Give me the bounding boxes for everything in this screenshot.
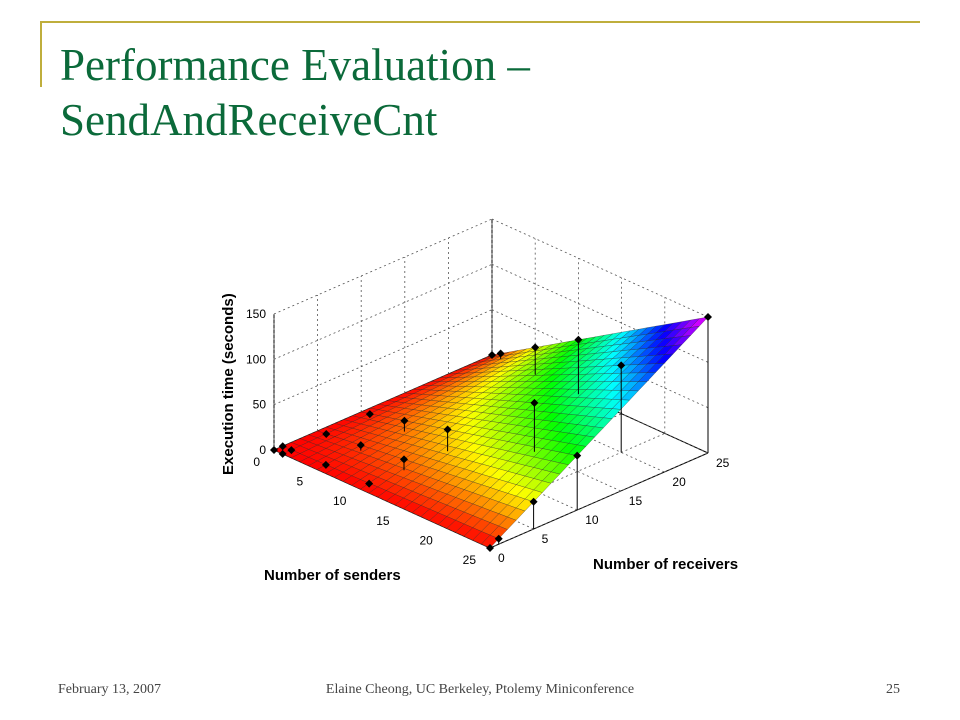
data-marker: [278, 442, 287, 451]
data-marker: [322, 430, 331, 439]
y-tick-label: 5: [542, 532, 549, 546]
tick-labels: 0 5 10 15 20 25 0 5 10 15 20 25 0 50 100 150: [246, 307, 730, 567]
y-tick-label: 10: [585, 513, 599, 527]
data-marker: [531, 343, 540, 352]
data-marker: [496, 349, 505, 358]
data-marker: [488, 351, 496, 359]
x-axis-label: Number of senders: [264, 567, 401, 584]
slide-title-line-1: Performance Evaluation –: [60, 40, 530, 90]
data-marker: [443, 425, 452, 434]
data-marker: [494, 534, 503, 543]
slide-frame-top-rule: [40, 21, 920, 23]
data-marker: [617, 361, 626, 370]
z-tick-label: 150: [246, 307, 266, 321]
data-marker: [529, 497, 538, 506]
footer-page-number: 25: [886, 682, 900, 697]
y-axis-label: Number of receivers: [593, 556, 738, 573]
data-marker: [486, 544, 494, 552]
data-marker: [573, 451, 582, 460]
data-marker: [400, 455, 408, 464]
y-axis-line: [489, 452, 709, 549]
x-tick-label: 5: [297, 475, 304, 489]
data-marker: [287, 446, 296, 455]
z-axis-label: Execution time (seconds): [220, 293, 237, 475]
y-tick-label: 20: [672, 475, 686, 489]
data-marker: [704, 313, 712, 321]
surface-mesh: [273, 316, 709, 549]
x-tick-label: 20: [419, 533, 433, 547]
data-marker: [270, 446, 278, 454]
gridline-wall-time-left: [273, 218, 493, 315]
data-markers: [270, 313, 712, 552]
data-marker: [278, 449, 287, 458]
x-tick-label: 10: [333, 494, 347, 508]
footer-date: February 13, 2007: [58, 682, 162, 697]
x-tick-label: 25: [463, 553, 477, 567]
gridline-wall-time-back: [491, 218, 709, 318]
gridline-wall-time-left: [273, 263, 493, 360]
z-tick-label: 50: [253, 398, 267, 412]
y-tick-label: 0: [498, 551, 505, 565]
slide-title-line-2: SendAndReceiveCnt: [60, 95, 438, 145]
footer-author: Elaine Cheong, UC Berkeley, Ptolemy Mini…: [325, 682, 635, 697]
y-tick-label: 15: [629, 494, 643, 508]
data-marker: [530, 398, 539, 407]
data-marker: [574, 335, 583, 344]
x-tick-label: 0: [253, 455, 260, 469]
data-marker: [400, 416, 409, 425]
data-marker: [365, 410, 374, 419]
data-marker: [321, 460, 330, 469]
z-tick-label: 0: [259, 443, 266, 457]
slide-title: Performance Evaluation – SendAndReceiveC…: [60, 38, 900, 148]
data-marker: [365, 479, 374, 488]
z-tick-label: 100: [246, 352, 266, 366]
slide-frame-left-rule: [40, 21, 42, 87]
y-tick-label: 25: [716, 456, 730, 470]
x-tick-label: 15: [376, 514, 390, 528]
data-marker: [356, 441, 365, 450]
